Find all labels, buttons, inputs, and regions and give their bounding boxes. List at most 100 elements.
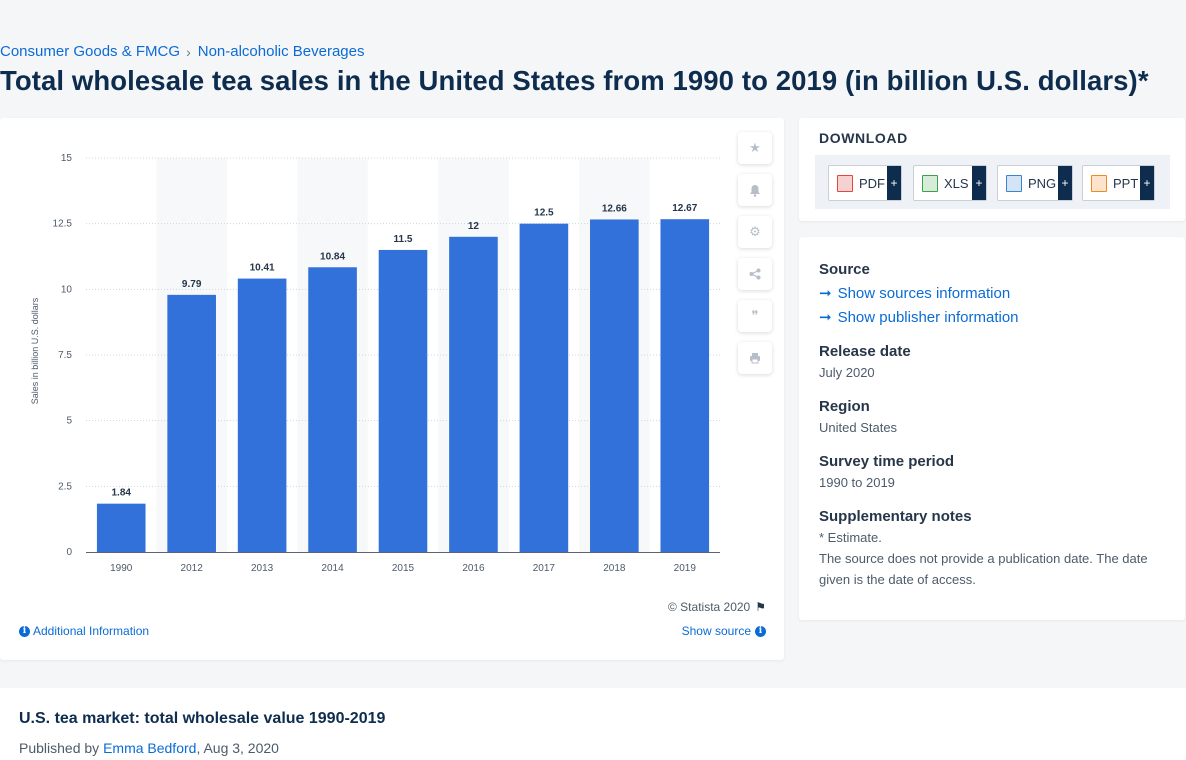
related-byline: Published by Emma Bedford, Aug 3, 2020 bbox=[19, 740, 279, 756]
related-topic-card: U.S. tea market: total wholesale value 1… bbox=[0, 688, 1186, 760]
download-xls-label: XLS bbox=[944, 175, 969, 191]
data-label-2019: 12.67 bbox=[672, 203, 697, 214]
supplementary-note-estimate: * Estimate. bbox=[819, 530, 882, 545]
download-buttons: PDF + XLS + PNG + PPT + bbox=[815, 155, 1170, 209]
published-by-label: Published by bbox=[19, 740, 104, 756]
survey-period-value: 1990 to 2019 bbox=[819, 475, 895, 490]
published-date: , Aug 3, 2020 bbox=[196, 740, 279, 756]
download-pdf-label: PDF bbox=[859, 175, 885, 191]
show-publisher-link[interactable]: ➞ Show publisher information bbox=[819, 308, 1019, 327]
chart-toolbar: ★ ⚙ ❞ bbox=[738, 132, 772, 384]
x-tick-label-2019: 2019 bbox=[674, 563, 697, 574]
bar-2019[interactable] bbox=[660, 219, 710, 552]
ppt-file-icon bbox=[1091, 174, 1107, 192]
quote-icon[interactable]: ❞ bbox=[738, 300, 772, 332]
data-label-1990: 1.84 bbox=[111, 488, 131, 499]
download-pdf-button[interactable]: PDF + bbox=[828, 165, 902, 201]
show-sources-link[interactable]: ➞ Show sources information bbox=[819, 284, 1011, 303]
plus-icon[interactable]: + bbox=[1058, 166, 1072, 200]
info-icon: i bbox=[755, 625, 766, 637]
data-label-2015: 11.5 bbox=[394, 234, 413, 245]
x-tick-label-2017: 2017 bbox=[533, 563, 556, 574]
region-value: United States bbox=[819, 420, 898, 435]
show-source-link[interactable]: Show source i bbox=[682, 624, 766, 638]
breadcrumb: Consumer Goods & FMCG › Non-alcoholic Be… bbox=[0, 43, 365, 60]
download-ppt-button[interactable]: PPT + bbox=[1082, 165, 1155, 201]
bar-2012[interactable] bbox=[167, 294, 216, 552]
x-tick-label-2015: 2015 bbox=[392, 563, 415, 574]
x-tick-label-1990: 1990 bbox=[110, 563, 133, 574]
release-date-heading: Release date bbox=[819, 343, 911, 360]
data-label-2018: 12.66 bbox=[602, 203, 627, 214]
author-link[interactable]: Emma Bedford bbox=[103, 740, 197, 756]
y-tick-label: 10 bbox=[61, 284, 73, 295]
y-tick-label: 0 bbox=[66, 547, 72, 558]
xls-file-icon bbox=[922, 174, 938, 192]
additional-information-link[interactable]: i Additional Information bbox=[19, 624, 149, 638]
source-heading: Source bbox=[819, 261, 870, 278]
y-axis-label: Sales in billion U.S. dollars bbox=[30, 297, 40, 404]
y-tick-label: 2.5 bbox=[58, 481, 72, 492]
bar-2017[interactable] bbox=[519, 223, 569, 552]
x-tick-label-2016: 2016 bbox=[462, 563, 485, 574]
bar-2015[interactable] bbox=[378, 249, 428, 552]
survey-period-heading: Survey time period bbox=[819, 453, 955, 470]
source-card: Source ➞ Show sources information ➞ Show… bbox=[799, 237, 1185, 620]
print-icon[interactable] bbox=[738, 342, 772, 374]
related-topic-title[interactable]: U.S. tea market: total wholesale value 1… bbox=[19, 710, 386, 727]
supplementary-note-date: The source does not provide a publicatio… bbox=[819, 551, 1148, 587]
additional-information-label: Additional Information bbox=[33, 624, 150, 638]
download-png-label: PNG bbox=[1028, 175, 1057, 191]
breadcrumb-item-consumer-goods[interactable]: Consumer Goods & FMCG bbox=[0, 43, 181, 60]
plus-icon[interactable]: + bbox=[1140, 166, 1154, 200]
breadcrumb-item-beverages[interactable]: Non-alcoholic Beverages bbox=[197, 43, 365, 60]
y-tick-label: 7.5 bbox=[58, 350, 72, 361]
y-tick-label: 5 bbox=[66, 416, 72, 427]
region-heading: Region bbox=[819, 398, 870, 415]
download-card: DOWNLOAD PDF + XLS + PNG + PPT + bbox=[799, 118, 1185, 221]
x-tick-label-2018: 2018 bbox=[603, 563, 626, 574]
y-tick-label: 15 bbox=[61, 153, 73, 164]
data-label-2012: 9.79 bbox=[182, 279, 202, 290]
download-xls-button[interactable]: XLS + bbox=[913, 165, 987, 201]
copyright-text: © Statista 2020 bbox=[668, 600, 751, 614]
y-tick-label: 12.5 bbox=[53, 219, 73, 230]
release-date-value: July 2020 bbox=[819, 365, 875, 380]
chart-card: 0 2.5 5 7.5 10 12.5 15 1.84 9.79 10.41 10.84 11.5 1… bbox=[0, 118, 784, 660]
plus-icon[interactable]: + bbox=[972, 166, 986, 200]
bar-chart: 0 2.5 5 7.5 10 12.5 15 1.84 9.79 10.41 10.84 11.5 1… bbox=[30, 153, 720, 574]
supplementary-notes-heading: Supplementary notes bbox=[819, 508, 972, 525]
show-source-label: Show source bbox=[681, 624, 751, 638]
x-tick-label-2014: 2014 bbox=[321, 563, 344, 574]
pdf-file-icon bbox=[837, 174, 853, 192]
share-icon[interactable] bbox=[738, 258, 772, 290]
bar-2013[interactable] bbox=[237, 278, 287, 552]
download-png-button[interactable]: PNG + bbox=[997, 165, 1073, 201]
show-publisher-label: Show publisher information bbox=[837, 308, 1019, 326]
gear-icon[interactable]: ⚙ bbox=[738, 216, 772, 248]
info-icon: i bbox=[19, 625, 30, 637]
arrow-right-icon: ➞ bbox=[819, 309, 832, 326]
data-label-2017: 12.5 bbox=[534, 208, 554, 219]
flag-icon[interactable]: ⚑ bbox=[755, 600, 766, 614]
download-title: DOWNLOAD bbox=[819, 130, 908, 146]
statista-copyright: © Statista 2020 ⚑ bbox=[668, 600, 766, 614]
bar-1990[interactable] bbox=[96, 503, 146, 552]
bar-2018[interactable] bbox=[590, 219, 639, 552]
data-label-2016: 12 bbox=[468, 221, 480, 232]
bar-2014[interactable] bbox=[308, 267, 357, 552]
bar-2016[interactable] bbox=[449, 236, 498, 553]
page-title: Total wholesale tea sales in the United … bbox=[0, 65, 1149, 96]
bell-icon[interactable] bbox=[738, 174, 772, 206]
plus-icon[interactable]: + bbox=[887, 166, 901, 200]
breadcrumb-separator: › bbox=[186, 43, 191, 60]
arrow-right-icon: ➞ bbox=[819, 285, 832, 302]
show-sources-label: Show sources information bbox=[837, 284, 1011, 302]
x-tick-label-2013: 2013 bbox=[251, 563, 274, 574]
star-icon[interactable]: ★ bbox=[738, 132, 772, 164]
data-label-2013: 10.41 bbox=[250, 263, 275, 274]
png-file-icon bbox=[1006, 174, 1022, 192]
data-label-2014: 10.84 bbox=[320, 251, 345, 262]
download-ppt-label: PPT bbox=[1113, 175, 1139, 191]
x-tick-label-2012: 2012 bbox=[181, 563, 204, 574]
